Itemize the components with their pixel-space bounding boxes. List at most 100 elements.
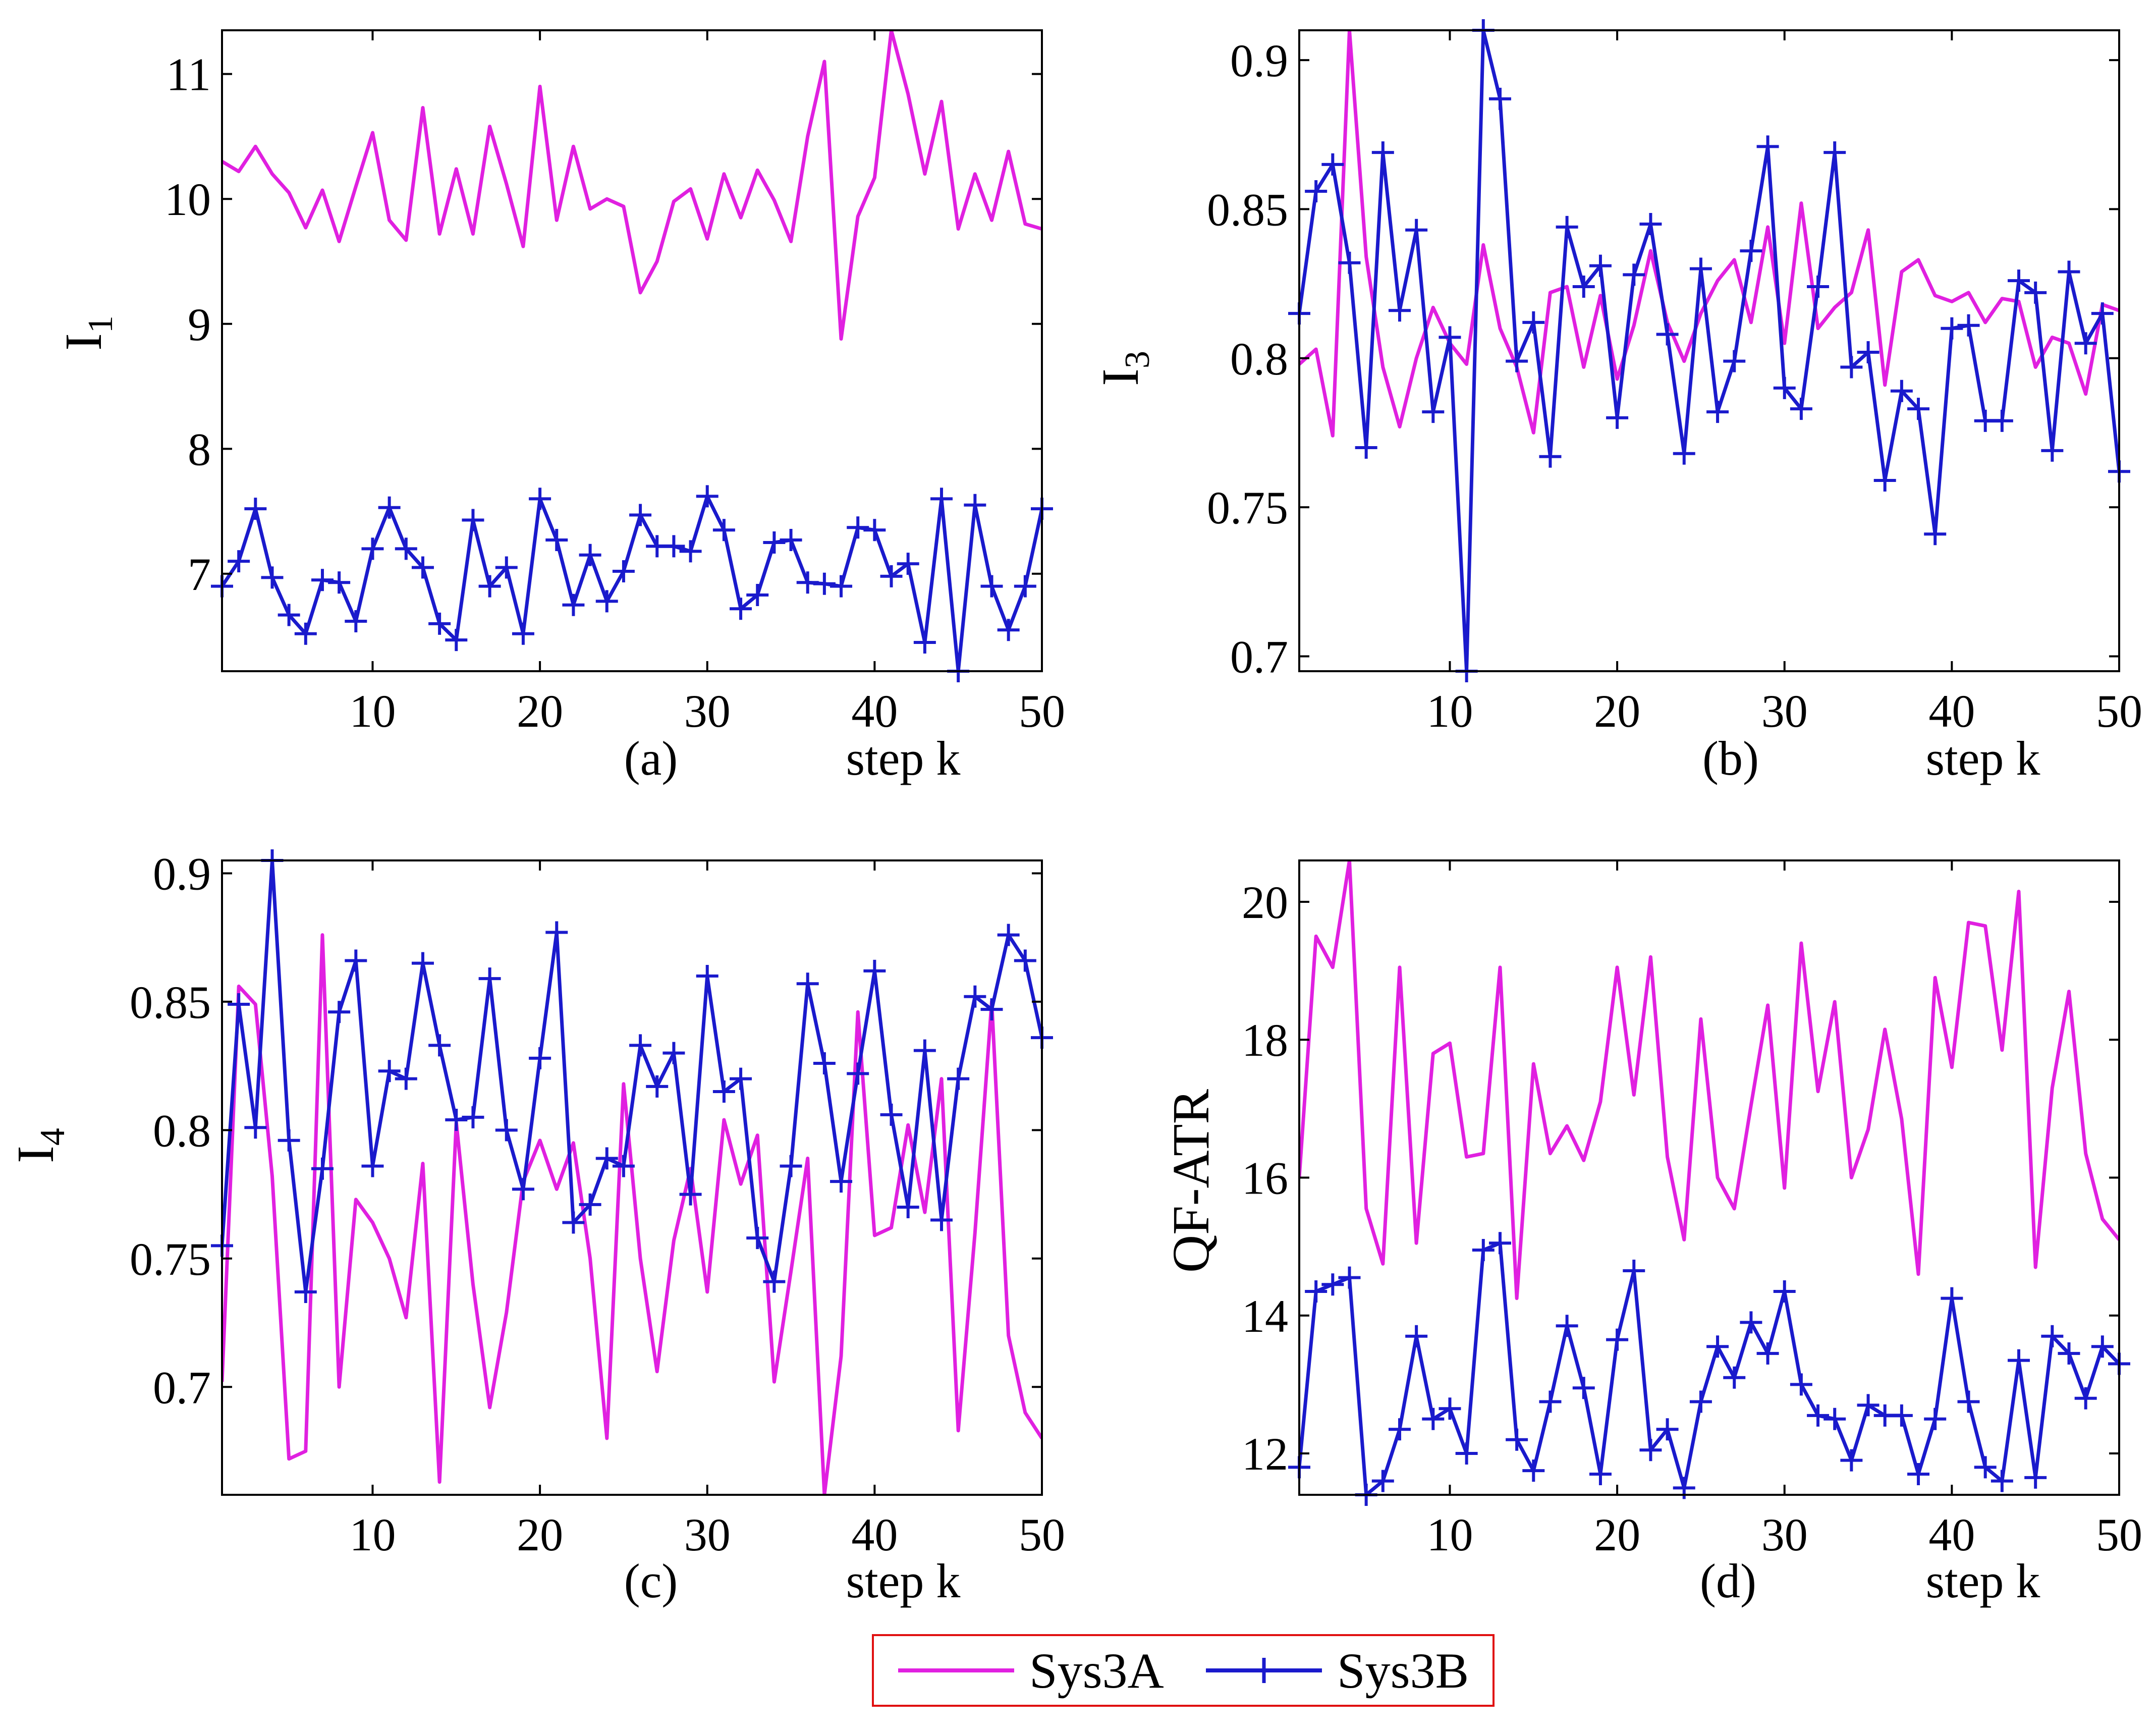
marker-sys3b-39 — [847, 516, 869, 539]
marker-sys3b-9 — [345, 949, 367, 972]
marker-sys3b-35 — [1857, 341, 1879, 363]
marker-sys3b-4 — [1338, 1266, 1361, 1289]
marker-sys3b-33 — [1823, 1408, 1846, 1430]
marker-sys3b-10 — [1439, 1397, 1461, 1420]
x-tick-label: 10 — [349, 685, 396, 737]
y-tick-label: 20 — [1242, 877, 1288, 928]
y-tick-label: 9 — [188, 299, 211, 350]
marker-sys3b-25 — [612, 560, 635, 582]
marker-sys3b-18 — [495, 556, 518, 579]
marker-sys3b-37 — [813, 1052, 836, 1075]
marker-sys3b-22 — [562, 1211, 585, 1234]
marker-sys3b-20 — [529, 1047, 551, 1069]
x-tick-label: 30 — [1761, 685, 1808, 737]
marker-sys3b-26 — [629, 504, 652, 526]
marker-sys3b-28 — [1740, 240, 1762, 262]
marker-sys3b-25 — [1689, 1390, 1712, 1413]
marker-sys3b-10 — [361, 537, 384, 560]
marker-sys3b-23 — [579, 544, 601, 566]
marker-sys3b-43 — [1991, 1470, 2013, 1492]
ylabel-b: I3 — [1091, 351, 1157, 386]
marker-sys3b-48 — [997, 924, 1020, 946]
marker-sys3b-44 — [2008, 1349, 2030, 1372]
marker-sys3b-17 — [478, 575, 501, 598]
marker-sys3b-13 — [1488, 87, 1511, 110]
marker-sys3b-22 — [1639, 1439, 1662, 1462]
marker-sys3b-48 — [2074, 332, 2097, 355]
marker-sys3b-20 — [529, 488, 551, 510]
ylabel-d: QF-ATR — [1162, 1089, 1220, 1273]
legend-label-sys3a: Sys3A — [1029, 1643, 1164, 1699]
marker-sys3b-37 — [1890, 380, 1913, 402]
marker-sys3b-28 — [662, 535, 685, 558]
marker-sys3b-12 — [1472, 1238, 1495, 1261]
marker-sys3b-26 — [1706, 1335, 1729, 1358]
marker-sys3b-29 — [1756, 1342, 1779, 1365]
marker-sys3b-26 — [629, 1034, 652, 1057]
marker-sys3b-5 — [1355, 436, 1377, 459]
marker-sys3b-15 — [1522, 1459, 1545, 1482]
marker-sys3b-49 — [2091, 1335, 2114, 1358]
marker-sys3b-31 — [1790, 1373, 1812, 1396]
marker-sys3b-32 — [1807, 1404, 1830, 1427]
marker-sys3b-38 — [830, 1170, 853, 1193]
marker-sys3b-46 — [2041, 439, 2064, 462]
marker-sys3b-14 — [1506, 1428, 1528, 1451]
marker-sys3b-44 — [2008, 269, 2030, 292]
x-tick-label: 50 — [1019, 685, 1065, 737]
marker-sys3b-16 — [462, 509, 484, 531]
marker-sys3b-15 — [445, 1109, 468, 1131]
marker-sys3b-29 — [679, 540, 702, 563]
x-tick-label: 40 — [1928, 685, 1975, 737]
marker-sys3b-29 — [1756, 135, 1779, 158]
legend-box — [872, 1634, 1495, 1707]
marker-sys3b-7 — [1388, 299, 1411, 322]
marker-sys3b-32 — [730, 598, 752, 620]
marker-sys3b-5 — [278, 604, 300, 626]
marker-sys3b-44 — [930, 488, 953, 510]
panel-b: 10 20 30 40 50 0.7 0.75 0.8 0.85 0.9 I3 (b) step … — [1091, 19, 2142, 785]
marker-sys3b-12 — [395, 537, 417, 560]
marker-sys3b-35 — [780, 1155, 802, 1177]
marker-sys3b-49 — [1014, 949, 1036, 972]
marker-sys3b-38 — [1907, 1463, 1930, 1486]
marker-sys3b-43 — [913, 631, 936, 654]
x-tick-label: 50 — [1019, 1509, 1065, 1560]
marker-sys3b-3 — [1321, 153, 1344, 176]
marker-sys3b-3 — [1321, 1273, 1344, 1296]
marker-sys3b-39 — [1924, 1408, 1947, 1430]
series-line-sys3a — [1299, 30, 2119, 438]
marker-sys3b-22 — [562, 593, 585, 616]
y-tick-label: 0.75 — [130, 1233, 211, 1285]
marker-sys3b-45 — [947, 1067, 970, 1090]
marker-sys3b-42 — [897, 1196, 919, 1219]
marker-sys3b-23 — [1656, 323, 1679, 346]
x-tick-label: 10 — [349, 1509, 396, 1560]
ylabel-c: I4 — [7, 1128, 72, 1163]
y-tick-label: 7 — [188, 549, 211, 600]
marker-sys3b-43 — [913, 1039, 936, 1062]
series-line-sys3b — [222, 860, 1042, 1294]
marker-sys3b-4 — [1338, 251, 1361, 274]
y-tick-label: 0.85 — [130, 977, 211, 1028]
marker-sys3b-46 — [964, 494, 986, 516]
marker-sys3b-34 — [763, 531, 786, 554]
marker-sys3b-2 — [228, 993, 250, 1015]
x-tick-label: 40 — [851, 685, 898, 737]
marker-sys3b-11 — [378, 1060, 401, 1082]
marker-sys3b-28 — [1740, 1311, 1762, 1334]
marker-sys3b-18 — [495, 1119, 518, 1142]
marker-sys3b-6 — [1371, 1470, 1394, 1492]
xlabel-b: step k — [1926, 731, 2040, 785]
axes-box — [221, 29, 1043, 672]
marker-sys3b-7 — [311, 569, 334, 591]
x-tick-label: 10 — [1426, 685, 1473, 737]
marker-sys3b-37 — [1890, 1404, 1913, 1427]
y-tick-label: 12 — [1242, 1428, 1288, 1480]
y-tick-label: 0.8 — [153, 1105, 211, 1156]
marker-sys3b-6 — [294, 622, 317, 645]
marker-sys3b-26 — [1706, 401, 1729, 423]
marker-sys3b-9 — [1422, 401, 1445, 423]
